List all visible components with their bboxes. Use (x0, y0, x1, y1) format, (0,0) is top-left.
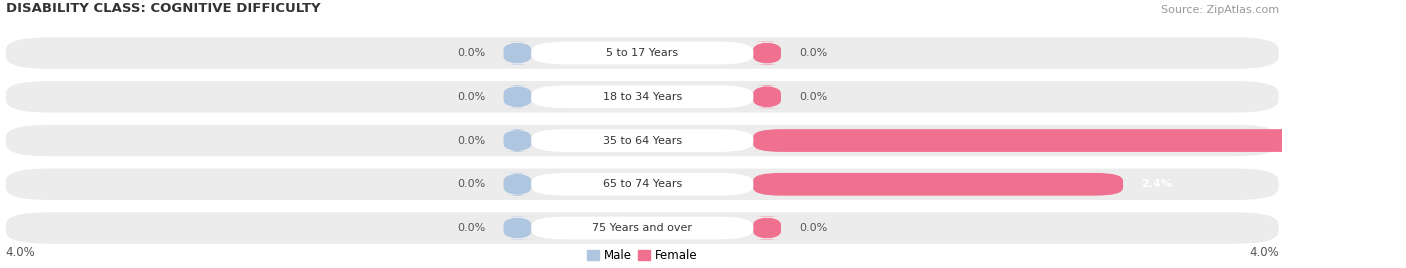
Text: 0.0%: 0.0% (800, 223, 828, 233)
FancyBboxPatch shape (531, 129, 754, 152)
Text: 0.0%: 0.0% (457, 92, 485, 102)
FancyBboxPatch shape (6, 81, 1278, 113)
Text: 0.0%: 0.0% (457, 179, 485, 189)
Text: 2.4%: 2.4% (1142, 179, 1173, 189)
FancyBboxPatch shape (754, 129, 1369, 152)
Text: 4.0%: 4.0% (6, 245, 35, 259)
FancyBboxPatch shape (6, 169, 1278, 200)
FancyBboxPatch shape (503, 173, 531, 196)
FancyBboxPatch shape (503, 85, 531, 108)
Text: 0.0%: 0.0% (457, 48, 485, 58)
Text: 4.0%: 4.0% (1388, 136, 1406, 146)
FancyBboxPatch shape (503, 129, 531, 152)
FancyBboxPatch shape (531, 217, 754, 239)
Text: 18 to 34 Years: 18 to 34 Years (603, 92, 682, 102)
Text: 0.0%: 0.0% (457, 223, 485, 233)
Text: 4.0%: 4.0% (1249, 245, 1278, 259)
Text: 0.0%: 0.0% (800, 48, 828, 58)
Text: 75 Years and over: 75 Years and over (592, 223, 692, 233)
FancyBboxPatch shape (6, 125, 1278, 156)
Text: 35 to 64 Years: 35 to 64 Years (603, 136, 682, 146)
FancyBboxPatch shape (531, 42, 754, 64)
FancyBboxPatch shape (6, 37, 1278, 69)
FancyBboxPatch shape (503, 217, 531, 239)
FancyBboxPatch shape (531, 85, 754, 108)
Text: 0.0%: 0.0% (800, 92, 828, 102)
FancyBboxPatch shape (503, 42, 531, 64)
Text: Source: ZipAtlas.com: Source: ZipAtlas.com (1160, 5, 1278, 15)
FancyBboxPatch shape (754, 173, 1123, 196)
Text: 0.0%: 0.0% (457, 136, 485, 146)
FancyBboxPatch shape (531, 173, 754, 196)
FancyBboxPatch shape (754, 85, 780, 108)
Text: DISABILITY CLASS: COGNITIVE DIFFICULTY: DISABILITY CLASS: COGNITIVE DIFFICULTY (6, 2, 321, 15)
FancyBboxPatch shape (754, 217, 780, 239)
Legend: Male, Female: Male, Female (582, 244, 703, 267)
FancyBboxPatch shape (754, 42, 780, 64)
Text: 5 to 17 Years: 5 to 17 Years (606, 48, 678, 58)
FancyBboxPatch shape (6, 212, 1278, 244)
Text: 65 to 74 Years: 65 to 74 Years (603, 179, 682, 189)
